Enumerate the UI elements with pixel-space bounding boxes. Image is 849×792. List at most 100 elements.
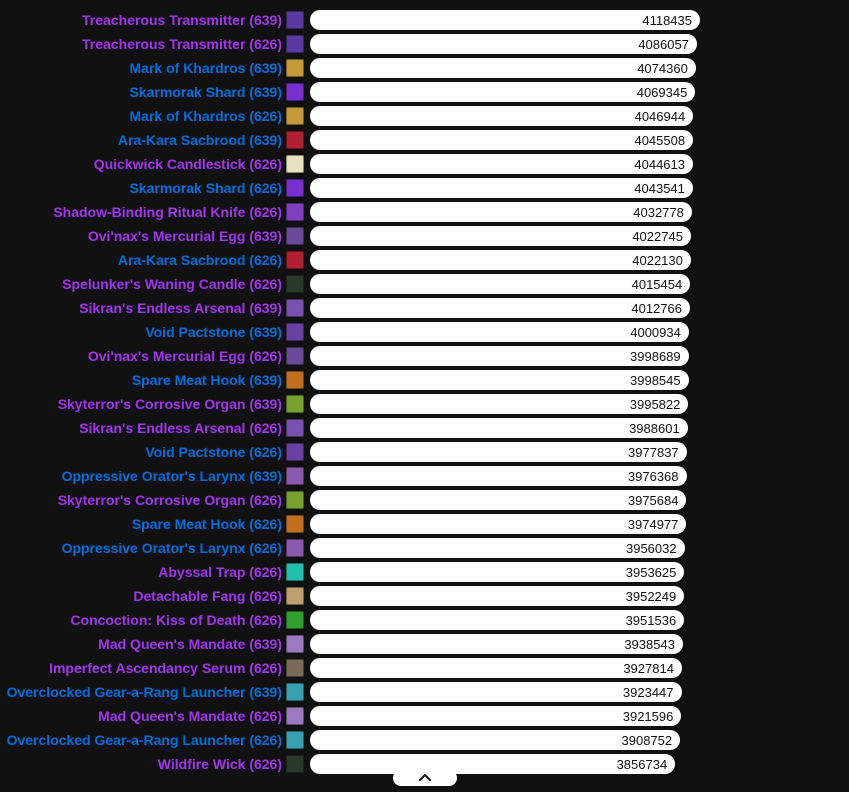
item-icon[interactable] (286, 299, 304, 317)
bar-track: 3975684 (310, 490, 849, 510)
chart-row: Spare Meat Hook (639) 3998545 (4, 368, 849, 392)
chart-row: Imperfect Ascendancy Serum (626) 3927814 (4, 656, 849, 680)
item-icon[interactable] (286, 203, 304, 221)
item-icon[interactable] (286, 659, 304, 677)
item-icon[interactable] (286, 35, 304, 53)
bar-fill: 3998545 (310, 370, 689, 390)
item-icon[interactable] (286, 131, 304, 149)
chart-row: Oppressive Orator's Larynx (626) 3956032 (4, 536, 849, 560)
item-icon[interactable] (286, 155, 304, 173)
chart-row: Shadow-Binding Ritual Knife (626) 4032778 (4, 200, 849, 224)
bar-value: 3956032 (626, 541, 677, 556)
bar-track: 4043541 (310, 178, 849, 198)
bar-value: 3977837 (628, 445, 679, 460)
item-label[interactable]: Spelunker's Waning Candle (626) (4, 276, 286, 292)
item-label[interactable]: Skarmorak Shard (626) (4, 180, 286, 196)
item-label[interactable]: Overclocked Gear-a-Rang Launcher (626) (4, 732, 286, 748)
chart-row: Ara-Kara Sacbrood (626)4022130 (4, 248, 849, 272)
bar-track: 4118435 (310, 10, 849, 30)
chart-row: Overclocked Gear-a-Rang Launcher (639)39… (4, 680, 849, 704)
bar-value: 3856734 (617, 757, 668, 772)
bar-track: 4069345 (310, 82, 849, 102)
item-label[interactable]: Void Pactstone (639) (4, 324, 286, 340)
bar-value: 4044613 (634, 157, 685, 172)
item-icon[interactable] (286, 443, 304, 461)
item-label[interactable]: Quickwick Candlestick (626) (4, 156, 286, 172)
item-label[interactable]: Mark of Khardros (639) (4, 60, 286, 76)
item-label[interactable]: Oppressive Orator's Larynx (639) (4, 468, 286, 484)
bar-fill: 3927814 (310, 658, 682, 678)
item-label[interactable]: Imperfect Ascendancy Serum (626) (4, 660, 286, 676)
item-icon[interactable] (286, 179, 304, 197)
item-label[interactable]: Sikran's Endless Arsenal (639) (4, 300, 286, 316)
bar-fill: 4032778 (310, 202, 692, 222)
item-icon[interactable] (286, 107, 304, 125)
item-icon[interactable] (286, 491, 304, 509)
item-icon[interactable] (286, 59, 304, 77)
bar-fill: 3938543 (310, 634, 683, 654)
item-label[interactable]: Concoction: Kiss of Death (626) (4, 612, 286, 628)
bar-value: 4012766 (631, 301, 682, 316)
item-label[interactable]: Skyterror's Corrosive Organ (639) (4, 396, 286, 412)
bar-fill: 4069345 (310, 82, 695, 102)
item-label[interactable]: Ovi'nax's Mercurial Egg (626) (4, 348, 286, 364)
item-icon[interactable] (286, 395, 304, 413)
bar-track: 4015454 (310, 274, 849, 294)
item-icon[interactable] (286, 275, 304, 293)
item-label[interactable]: Abyssal Trap (626) (4, 564, 286, 580)
item-label[interactable]: Shadow-Binding Ritual Knife (626) (4, 204, 286, 220)
item-label[interactable]: Detachable Fang (626) (4, 588, 286, 604)
item-label[interactable]: Void Pactstone (626) (4, 444, 286, 460)
item-label[interactable]: Oppressive Orator's Larynx (626) (4, 540, 286, 556)
item-icon[interactable] (286, 635, 304, 653)
item-icon[interactable] (286, 419, 304, 437)
item-label[interactable]: Treacherous Transmitter (626) (4, 36, 286, 52)
item-icon[interactable] (286, 611, 304, 629)
bar-track: 4046944 (310, 106, 849, 126)
item-icon[interactable] (286, 731, 304, 749)
chart-row: Treacherous Transmitter (639) 4118435 (4, 8, 849, 32)
item-icon[interactable] (286, 683, 304, 701)
item-icon[interactable] (286, 251, 304, 269)
bar-value: 4000934 (630, 325, 681, 340)
item-icon[interactable] (286, 467, 304, 485)
item-label[interactable]: Spare Meat Hook (639) (4, 372, 286, 388)
item-label[interactable]: Sikran's Endless Arsenal (626) (4, 420, 286, 436)
item-label[interactable]: Mad Queen's Mandate (639) (4, 636, 286, 652)
item-label[interactable]: Ara-Kara Sacbrood (639) (4, 132, 286, 148)
item-icon[interactable] (286, 539, 304, 557)
item-icon[interactable] (286, 707, 304, 725)
item-label[interactable]: Skyterror's Corrosive Organ (626) (4, 492, 286, 508)
item-icon[interactable] (286, 371, 304, 389)
item-icon[interactable] (286, 11, 304, 29)
bar-fill: 3988601 (310, 418, 688, 438)
item-icon[interactable] (286, 347, 304, 365)
bar-value: 3998689 (630, 349, 681, 364)
chart-row: Ara-Kara Sacbrood (639)4045508 (4, 128, 849, 152)
chart-row: Overclocked Gear-a-Rang Launcher (626)39… (4, 728, 849, 752)
item-label[interactable]: Spare Meat Hook (626) (4, 516, 286, 532)
item-label[interactable]: Mad Queen's Mandate (626) (4, 708, 286, 724)
chart-row: Mad Queen's Mandate (626) 3921596 (4, 704, 849, 728)
item-label[interactable]: Ovi'nax's Mercurial Egg (639) (4, 228, 286, 244)
expand-button[interactable] (393, 770, 457, 786)
chart-row: Skarmorak Shard (626) 4043541 (4, 176, 849, 200)
item-icon[interactable] (286, 563, 304, 581)
item-label[interactable]: Wildfire Wick (626) (4, 756, 286, 772)
bar-fill: 3921596 (310, 706, 681, 726)
bar-fill: 3952249 (310, 586, 684, 606)
item-label[interactable]: Ara-Kara Sacbrood (626) (4, 252, 286, 268)
item-icon[interactable] (286, 227, 304, 245)
item-label[interactable]: Treacherous Transmitter (639) (4, 12, 286, 28)
bar-fill: 4086057 (310, 34, 697, 54)
bar-fill: 4118435 (310, 10, 700, 30)
item-icon[interactable] (286, 587, 304, 605)
item-icon[interactable] (286, 323, 304, 341)
bar-value: 4015454 (632, 277, 683, 292)
item-label[interactable]: Skarmorak Shard (639) (4, 84, 286, 100)
item-label[interactable]: Mark of Khardros (626) (4, 108, 286, 124)
item-icon[interactable] (286, 515, 304, 533)
item-label[interactable]: Overclocked Gear-a-Rang Launcher (639) (4, 684, 286, 700)
item-icon[interactable] (286, 83, 304, 101)
item-icon[interactable] (286, 755, 304, 773)
